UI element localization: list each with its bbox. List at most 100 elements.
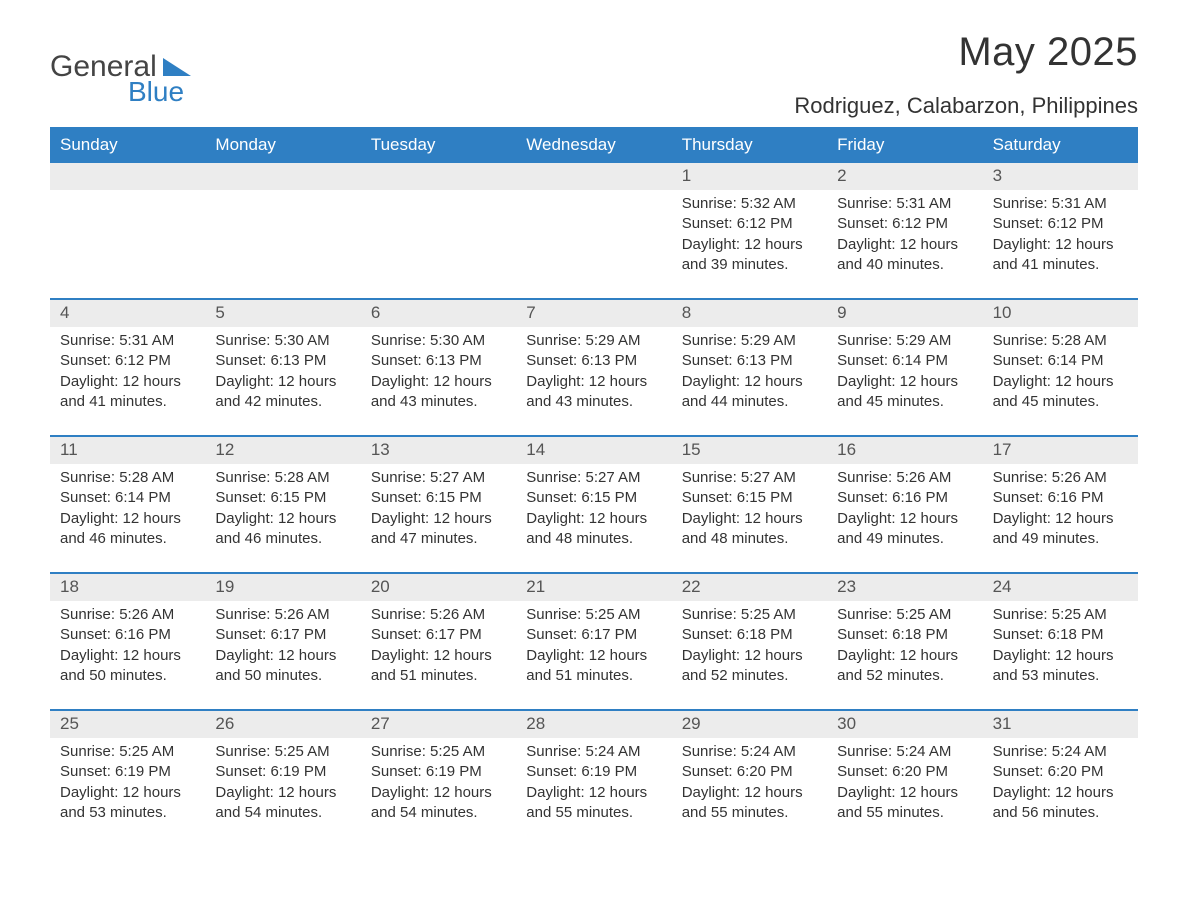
day-number bbox=[50, 163, 205, 190]
day-number bbox=[516, 163, 671, 190]
day-number: 1 bbox=[672, 163, 827, 190]
daylight-text: Daylight: 12 hours and 46 minutes. bbox=[60, 509, 195, 550]
day-cell bbox=[50, 190, 205, 298]
day-number: 27 bbox=[361, 711, 516, 738]
sunset-text: Sunset: 6:19 PM bbox=[526, 762, 661, 782]
sunrise-text: Sunrise: 5:24 AM bbox=[526, 742, 661, 762]
daylight-text: Daylight: 12 hours and 49 minutes. bbox=[993, 509, 1128, 550]
daylight-text: Daylight: 12 hours and 51 minutes. bbox=[371, 646, 506, 687]
day-cell: Sunrise: 5:31 AMSunset: 6:12 PMDaylight:… bbox=[50, 327, 205, 435]
day-number: 8 bbox=[672, 300, 827, 327]
content-band: Sunrise: 5:32 AMSunset: 6:12 PMDaylight:… bbox=[50, 190, 1138, 298]
weekday-header: Thursday bbox=[672, 129, 827, 163]
sunset-text: Sunset: 6:13 PM bbox=[682, 351, 817, 371]
daylight-text: Daylight: 12 hours and 44 minutes. bbox=[682, 372, 817, 413]
sunset-text: Sunset: 6:15 PM bbox=[371, 488, 506, 508]
day-cell: Sunrise: 5:27 AMSunset: 6:15 PMDaylight:… bbox=[516, 464, 671, 572]
sunrise-text: Sunrise: 5:24 AM bbox=[837, 742, 972, 762]
daylight-text: Daylight: 12 hours and 55 minutes. bbox=[682, 783, 817, 824]
week-row: 11121314151617Sunrise: 5:28 AMSunset: 6:… bbox=[50, 435, 1138, 572]
sunrise-text: Sunrise: 5:31 AM bbox=[60, 331, 195, 351]
sunset-text: Sunset: 6:14 PM bbox=[993, 351, 1128, 371]
logo: General Blue bbox=[50, 30, 191, 108]
sunset-text: Sunset: 6:20 PM bbox=[993, 762, 1128, 782]
daylight-text: Daylight: 12 hours and 48 minutes. bbox=[526, 509, 661, 550]
day-cell: Sunrise: 5:24 AMSunset: 6:19 PMDaylight:… bbox=[516, 738, 671, 846]
day-number: 6 bbox=[361, 300, 516, 327]
month-title: May 2025 bbox=[794, 30, 1138, 75]
day-number: 2 bbox=[827, 163, 982, 190]
weekday-header: Friday bbox=[827, 129, 982, 163]
daylight-text: Daylight: 12 hours and 45 minutes. bbox=[837, 372, 972, 413]
sunrise-text: Sunrise: 5:29 AM bbox=[682, 331, 817, 351]
logo-text-blue: Blue bbox=[128, 76, 184, 108]
sunrise-text: Sunrise: 5:25 AM bbox=[371, 742, 506, 762]
day-number: 10 bbox=[983, 300, 1138, 327]
sunrise-text: Sunrise: 5:26 AM bbox=[215, 605, 350, 625]
sunrise-text: Sunrise: 5:25 AM bbox=[215, 742, 350, 762]
day-number: 26 bbox=[205, 711, 360, 738]
daylight-text: Daylight: 12 hours and 52 minutes. bbox=[682, 646, 817, 687]
sunrise-text: Sunrise: 5:31 AM bbox=[837, 194, 972, 214]
sunrise-text: Sunrise: 5:26 AM bbox=[837, 468, 972, 488]
sunrise-text: Sunrise: 5:30 AM bbox=[215, 331, 350, 351]
sunset-text: Sunset: 6:15 PM bbox=[526, 488, 661, 508]
week-row: 123Sunrise: 5:32 AMSunset: 6:12 PMDaylig… bbox=[50, 163, 1138, 298]
sunset-text: Sunset: 6:18 PM bbox=[993, 625, 1128, 645]
daylight-text: Daylight: 12 hours and 50 minutes. bbox=[60, 646, 195, 687]
day-number: 14 bbox=[516, 437, 671, 464]
calendar: Sunday Monday Tuesday Wednesday Thursday… bbox=[50, 127, 1138, 846]
daylight-text: Daylight: 12 hours and 41 minutes. bbox=[60, 372, 195, 413]
day-cell: Sunrise: 5:25 AMSunset: 6:18 PMDaylight:… bbox=[672, 601, 827, 709]
daylight-text: Daylight: 12 hours and 40 minutes. bbox=[837, 235, 972, 276]
day-number: 5 bbox=[205, 300, 360, 327]
day-cell bbox=[205, 190, 360, 298]
day-cell: Sunrise: 5:28 AMSunset: 6:14 PMDaylight:… bbox=[50, 464, 205, 572]
weekday-header: Monday bbox=[205, 129, 360, 163]
day-cell: Sunrise: 5:24 AMSunset: 6:20 PMDaylight:… bbox=[827, 738, 982, 846]
sunset-text: Sunset: 6:18 PM bbox=[682, 625, 817, 645]
day-number: 22 bbox=[672, 574, 827, 601]
day-cell: Sunrise: 5:24 AMSunset: 6:20 PMDaylight:… bbox=[983, 738, 1138, 846]
day-cell: Sunrise: 5:31 AMSunset: 6:12 PMDaylight:… bbox=[983, 190, 1138, 298]
day-number: 9 bbox=[827, 300, 982, 327]
weekday-header: Saturday bbox=[983, 129, 1138, 163]
sunrise-text: Sunrise: 5:27 AM bbox=[682, 468, 817, 488]
day-cell: Sunrise: 5:26 AMSunset: 6:16 PMDaylight:… bbox=[983, 464, 1138, 572]
weekday-header: Sunday bbox=[50, 129, 205, 163]
sunset-text: Sunset: 6:12 PM bbox=[60, 351, 195, 371]
day-number: 11 bbox=[50, 437, 205, 464]
sunrise-text: Sunrise: 5:31 AM bbox=[993, 194, 1128, 214]
daylight-text: Daylight: 12 hours and 43 minutes. bbox=[371, 372, 506, 413]
day-cell bbox=[361, 190, 516, 298]
sunset-text: Sunset: 6:17 PM bbox=[371, 625, 506, 645]
day-number: 7 bbox=[516, 300, 671, 327]
sunrise-text: Sunrise: 5:25 AM bbox=[526, 605, 661, 625]
daylight-text: Daylight: 12 hours and 52 minutes. bbox=[837, 646, 972, 687]
sunrise-text: Sunrise: 5:27 AM bbox=[371, 468, 506, 488]
sunset-text: Sunset: 6:14 PM bbox=[837, 351, 972, 371]
sunrise-text: Sunrise: 5:27 AM bbox=[526, 468, 661, 488]
sunrise-text: Sunrise: 5:26 AM bbox=[993, 468, 1128, 488]
day-number: 21 bbox=[516, 574, 671, 601]
sunrise-text: Sunrise: 5:30 AM bbox=[371, 331, 506, 351]
day-cell: Sunrise: 5:25 AMSunset: 6:17 PMDaylight:… bbox=[516, 601, 671, 709]
weekday-header: Tuesday bbox=[361, 129, 516, 163]
sunset-text: Sunset: 6:13 PM bbox=[371, 351, 506, 371]
sunrise-text: Sunrise: 5:32 AM bbox=[682, 194, 817, 214]
daynum-band: 18192021222324 bbox=[50, 574, 1138, 601]
sunrise-text: Sunrise: 5:25 AM bbox=[837, 605, 972, 625]
daylight-text: Daylight: 12 hours and 53 minutes. bbox=[993, 646, 1128, 687]
day-number: 17 bbox=[983, 437, 1138, 464]
day-cell: Sunrise: 5:26 AMSunset: 6:17 PMDaylight:… bbox=[205, 601, 360, 709]
daynum-band: 25262728293031 bbox=[50, 711, 1138, 738]
sunset-text: Sunset: 6:15 PM bbox=[682, 488, 817, 508]
sunset-text: Sunset: 6:19 PM bbox=[371, 762, 506, 782]
sunset-text: Sunset: 6:17 PM bbox=[215, 625, 350, 645]
sunset-text: Sunset: 6:19 PM bbox=[215, 762, 350, 782]
day-cell: Sunrise: 5:31 AMSunset: 6:12 PMDaylight:… bbox=[827, 190, 982, 298]
daylight-text: Daylight: 12 hours and 42 minutes. bbox=[215, 372, 350, 413]
day-cell: Sunrise: 5:29 AMSunset: 6:13 PMDaylight:… bbox=[516, 327, 671, 435]
daylight-text: Daylight: 12 hours and 55 minutes. bbox=[526, 783, 661, 824]
day-number: 12 bbox=[205, 437, 360, 464]
